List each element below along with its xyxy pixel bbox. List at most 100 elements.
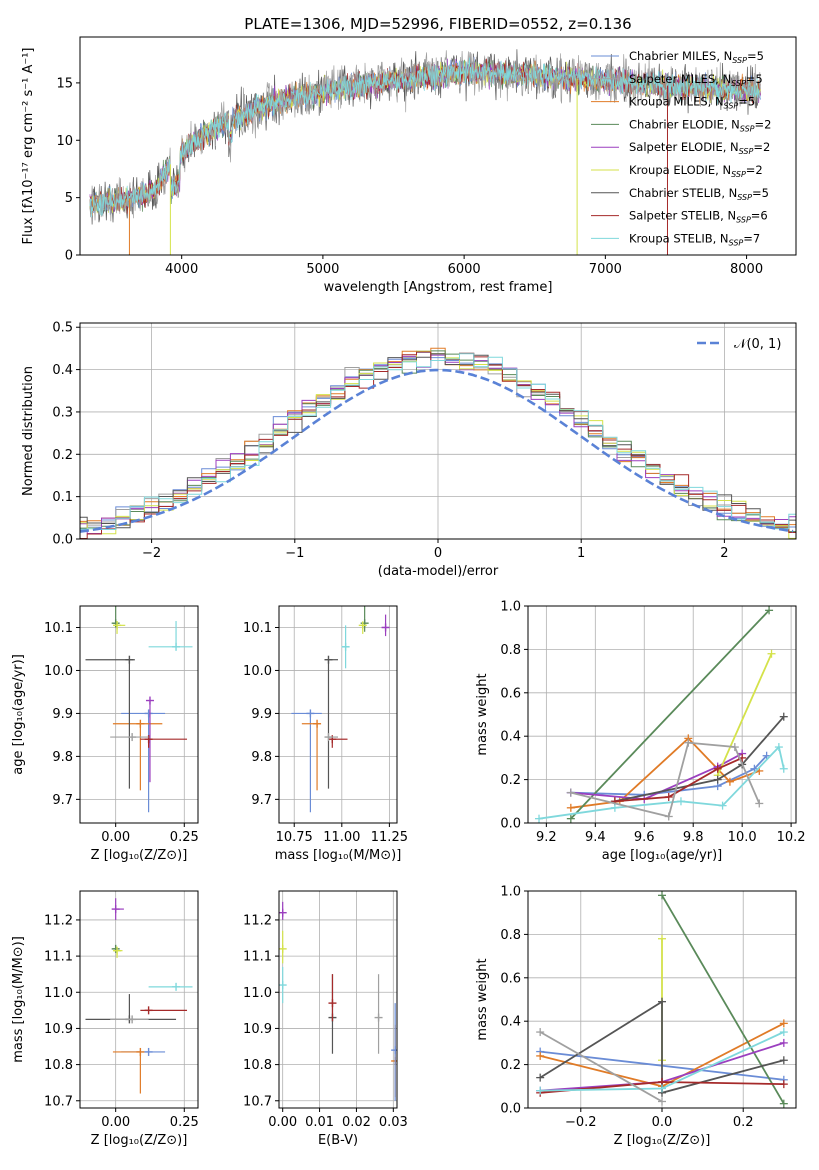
panel-weight-vs-Z: −0.2 0.0 0.2 0.0 0.2 0.4 0.6 0.8 1.0 Z [log₁₀(Z/Z… xyxy=(475,885,797,1148)
data-point xyxy=(111,606,120,628)
data-point xyxy=(110,1015,149,1024)
weight-series xyxy=(570,609,770,820)
y-tick-label: 10.8 xyxy=(44,1058,73,1073)
legend-entry: Salpeter ELODIE, NSSP=2 xyxy=(629,140,770,156)
data-point xyxy=(324,655,338,789)
y-tick-label: 0.4 xyxy=(500,730,521,745)
x-tick-label: 2 xyxy=(720,546,728,561)
axes-frame xyxy=(278,605,398,824)
data-point xyxy=(279,966,287,1004)
data-point xyxy=(112,1047,145,1094)
x-tick-label: −1 xyxy=(285,546,304,561)
y-tick-label: 10.7 xyxy=(243,1094,272,1109)
weight-series xyxy=(614,757,743,803)
y-tick-label: 10.1 xyxy=(243,621,272,636)
axes-frame xyxy=(527,605,797,824)
y-tick-label: 11.0 xyxy=(243,986,272,1001)
y-tick-label: 11.1 xyxy=(44,950,73,965)
data-point xyxy=(145,696,154,783)
axes-frame xyxy=(79,322,797,540)
data-point xyxy=(341,625,350,669)
y-tick-label: 0.0 xyxy=(500,817,521,832)
data-point xyxy=(279,930,287,964)
x-tick-label: 11.00 xyxy=(323,830,360,845)
axes-frame xyxy=(527,890,797,1109)
x-tick-label: 9.4 xyxy=(585,830,606,845)
y-tick-label: 9.9 xyxy=(251,707,272,722)
normal-curve xyxy=(80,368,794,533)
data-point xyxy=(111,898,124,920)
y-tick-label: 0.0 xyxy=(52,533,73,548)
y-axis-label: Flux [fλ10⁻¹⁷ erg cm⁻² s⁻¹ A⁻¹] xyxy=(21,48,36,245)
plot-area xyxy=(80,347,796,539)
legend-entry: Chabrier MILES, NSSP=5 xyxy=(629,49,764,65)
legend-entry: Chabrier STELIB, NSSP=5 xyxy=(629,186,769,202)
panel-age-vs-Z: 0.00 0.25 9.7 9.8 9.9 10.0 10.1 Z [log₁₀(Z/Z⊙)]… xyxy=(11,605,199,863)
y-tick-label: 0.3 xyxy=(52,405,73,420)
y-tick-label: 10.1 xyxy=(44,621,73,636)
x-tick-label: 6000 xyxy=(448,262,481,277)
axes-frame xyxy=(278,890,398,1109)
y-axis-label: Normed distribution xyxy=(21,366,36,496)
data-point xyxy=(121,709,166,813)
x-tick-label: 9.6 xyxy=(634,830,655,845)
legend-entry: Kroupa STELIB, NSSP=7 xyxy=(629,231,760,247)
weight-series xyxy=(539,1000,785,1094)
x-tick-label: 0.00 xyxy=(101,1115,130,1130)
data-point xyxy=(358,621,367,634)
y-tick-label: 10.0 xyxy=(243,664,272,679)
weight-series xyxy=(661,894,785,1105)
x-tick-label: 0.0 xyxy=(652,1115,673,1130)
plot-area xyxy=(279,901,397,1101)
x-axis-label: Z [log₁₀(Z/Z⊙)] xyxy=(614,1133,711,1148)
y-tick-label: 1.0 xyxy=(500,600,521,615)
x-tick-label: 10.75 xyxy=(276,830,313,845)
figure-title: PLATE=1306, MJD=52996, FIBERID=0552, z=0… xyxy=(244,15,631,33)
plot-area xyxy=(291,606,390,813)
data-point xyxy=(291,709,322,813)
legend-entry: 𝒩(0, 1) xyxy=(734,337,781,352)
x-tick-label: 0.03 xyxy=(379,1115,408,1130)
y-tick-label: 0.6 xyxy=(500,971,521,986)
data-point xyxy=(374,974,383,1054)
x-axis-label: (data-model)/error xyxy=(378,564,499,579)
plot-area xyxy=(85,898,193,1094)
weight-series xyxy=(570,752,743,801)
weight-series xyxy=(716,653,773,776)
weight-series xyxy=(538,745,785,820)
y-tick-label: 9.7 xyxy=(52,793,73,808)
data-point xyxy=(110,733,149,742)
x-tick-label: 10.0 xyxy=(728,830,757,845)
y-tick-label: 10.9 xyxy=(44,1022,73,1037)
data-point xyxy=(328,974,337,1022)
y-tick-label: 11.2 xyxy=(243,913,272,928)
y-tick-label: 0.1 xyxy=(52,490,73,505)
y-tick-label: 0 xyxy=(65,249,73,264)
panel-spectrum: 4000 5000 6000 7000 8000 0 5 10 15 wavelength [An… xyxy=(21,36,797,295)
x-tick-label: 1 xyxy=(577,546,585,561)
y-tick-label: 0.4 xyxy=(52,363,73,378)
x-tick-label: 4000 xyxy=(165,262,198,277)
x-tick-label: 0.00 xyxy=(101,830,130,845)
y-tick-label: 15 xyxy=(56,76,73,91)
axes-frame xyxy=(79,890,199,1109)
y-tick-label: 0.0 xyxy=(500,1102,521,1117)
x-tick-label: 11.25 xyxy=(371,830,408,845)
y-tick-label: 0.4 xyxy=(500,1015,521,1030)
panel-mass-vs-Z: 0.00 0.25 10.7 10.8 10.9 11.0 11.1 11.2 Z [log₁₀… xyxy=(11,890,199,1148)
data-point xyxy=(85,655,135,789)
x-axis-label: Z [log₁₀(Z/Z⊙)] xyxy=(91,848,188,863)
x-tick-label: 9.8 xyxy=(683,830,704,845)
plot-area xyxy=(536,891,788,1108)
data-point xyxy=(381,614,390,637)
histogram-series xyxy=(80,353,796,530)
plot-area xyxy=(89,49,761,255)
y-tick-label: 0.2 xyxy=(500,773,521,788)
data-point xyxy=(148,621,193,651)
y-tick-label: 10.0 xyxy=(44,664,73,679)
y-tick-label: 0.6 xyxy=(500,686,521,701)
y-axis-label: mass weight xyxy=(475,673,490,755)
x-tick-label: 8000 xyxy=(730,262,763,277)
y-tick-label: 0.2 xyxy=(500,1058,521,1073)
weight-series xyxy=(539,1031,663,1103)
